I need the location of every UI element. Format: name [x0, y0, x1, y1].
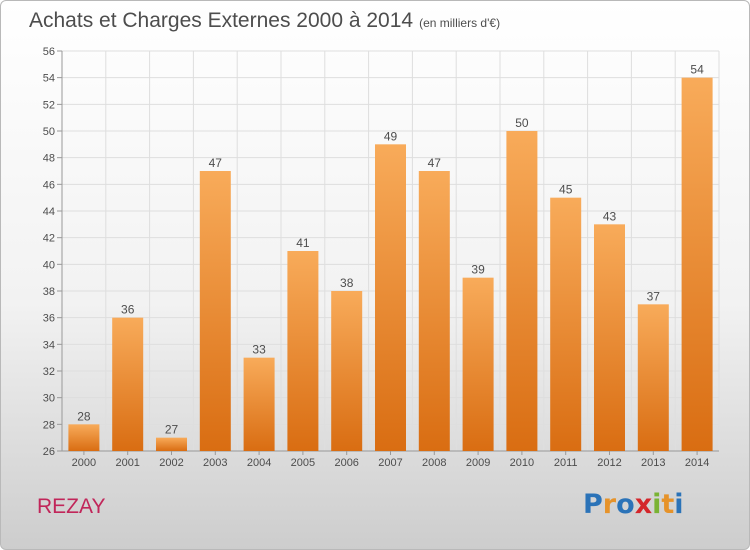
chart-title-block: Achats et Charges Externes 2000 à 2014 (e…	[29, 9, 500, 33]
data-label-2007: 49	[384, 129, 398, 143]
x-tick-label: 2003	[203, 457, 227, 469]
x-tick-label: 2000	[72, 457, 96, 469]
data-label-2013: 37	[647, 289, 661, 303]
bar-2001	[112, 317, 144, 451]
bar-2010	[506, 131, 538, 451]
x-tick-label: 2005	[291, 457, 315, 469]
x-tick-label: 2009	[466, 457, 490, 469]
data-label-2011: 45	[559, 183, 573, 197]
logo-letter: x	[634, 489, 653, 520]
data-label-2012: 43	[603, 209, 617, 223]
bar-2008	[418, 171, 450, 451]
chart-subtitle: (en milliers d'€)	[419, 16, 501, 30]
y-tick-label: 50	[43, 126, 55, 138]
logo-letter: o	[616, 489, 635, 520]
label-layer: 28 36 27 47 33 41 38 49 47 39 50 45 43 37 54	[77, 63, 704, 437]
y-tick-label: 32	[43, 366, 55, 378]
y-tick-label: 36	[43, 313, 55, 325]
bar-2002	[156, 437, 187, 451]
x-tick-label: 2002	[159, 457, 183, 469]
bar-2004	[243, 357, 275, 451]
place-name: REZAY	[37, 495, 106, 518]
y-tick-label: 44	[43, 206, 55, 218]
logo-letter: t	[661, 489, 675, 520]
logo-letter: i	[652, 489, 662, 520]
logo-letter: P	[583, 489, 603, 520]
data-label-2010: 50	[515, 116, 529, 130]
data-label-2003: 47	[209, 156, 223, 170]
data-label-2008: 47	[428, 156, 442, 170]
data-label-2014: 54	[690, 63, 704, 77]
bar-2000	[68, 424, 100, 451]
bar-2012	[594, 224, 625, 451]
y-tick-label: 48	[43, 153, 55, 165]
x-tick-label: 2001	[115, 457, 139, 469]
bar-2014	[681, 77, 713, 452]
y-tick-label: 30	[43, 393, 55, 405]
x-tick-label: 2010	[510, 457, 534, 469]
bar-layer	[68, 77, 713, 452]
bar-2013	[637, 304, 669, 451]
proxiti-logo: Proxiti	[583, 489, 684, 520]
y-tick-label: 40	[43, 259, 55, 271]
bar-2011	[550, 197, 582, 451]
x-tick-label: 2013	[641, 457, 665, 469]
y-tick-label: 52	[43, 99, 55, 111]
bar-2006	[331, 291, 363, 451]
bar-2005	[287, 251, 319, 451]
y-tick-label: 42	[43, 233, 55, 245]
x-tick-label: 2011	[554, 457, 578, 469]
x-tick-label: 2014	[685, 457, 709, 469]
x-tick-label: 2006	[334, 457, 358, 469]
bar-2003	[199, 171, 231, 451]
x-tick-label: 2012	[597, 457, 621, 469]
data-label-2000: 28	[77, 409, 91, 423]
bar-2009	[462, 277, 494, 451]
x-tick-label: 2004	[247, 457, 271, 469]
data-label-2002: 27	[165, 423, 179, 437]
data-label-2009: 39	[471, 263, 485, 277]
x-tick-label: 2007	[378, 457, 402, 469]
y-tick-label: 54	[43, 73, 55, 85]
y-tick-label: 38	[43, 286, 55, 298]
y-tick-label: 34	[43, 339, 55, 351]
data-label-2005: 41	[296, 236, 310, 250]
y-tick-label: 46	[43, 179, 55, 191]
y-tick-label: 26	[43, 446, 55, 458]
logo-letter: r	[602, 489, 617, 520]
data-label-2004: 33	[252, 343, 266, 357]
chart-title: Achats et Charges Externes 2000 à 2014	[29, 9, 414, 32]
data-label-2006: 38	[340, 276, 354, 290]
logo-letter: i	[674, 489, 684, 520]
x-tick-label: 2008	[422, 457, 446, 469]
y-tick-label: 28	[43, 419, 55, 431]
y-tick-label: 56	[43, 46, 55, 58]
data-label-2001: 36	[121, 303, 135, 317]
bar-2007	[375, 144, 406, 452]
